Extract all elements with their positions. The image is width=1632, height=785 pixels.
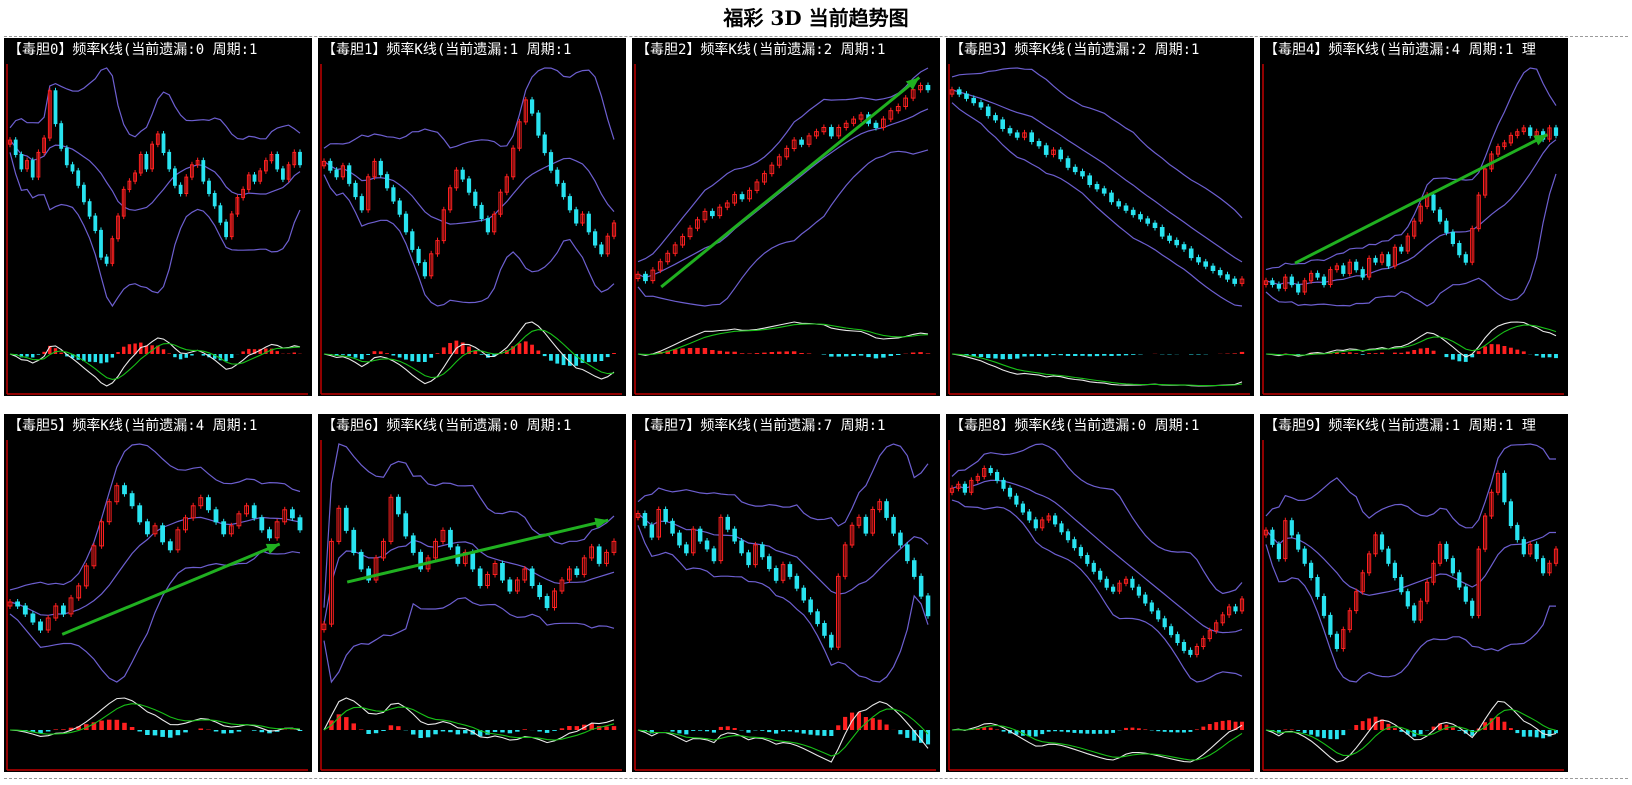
band-upper bbox=[9, 67, 301, 140]
macd-dif-line bbox=[951, 722, 1243, 763]
chart-plot bbox=[6, 440, 308, 771]
chart-plot bbox=[320, 440, 622, 771]
band-middle bbox=[9, 139, 301, 211]
band-upper bbox=[9, 443, 301, 591]
chart-panel-4: 【毒胆4】频率K线(当前遗漏:4 周期:1 理 bbox=[1260, 38, 1568, 396]
chart-panel-7: 【毒胆7】频率K线(当前遗漏:7 周期:1 bbox=[632, 414, 940, 772]
band-middle bbox=[323, 539, 615, 625]
chart-panel-2: 【毒胆2】频率K线(当前遗漏:2 周期:1 bbox=[632, 38, 940, 396]
macd-dif-line bbox=[1265, 700, 1557, 763]
band-upper bbox=[323, 67, 615, 149]
top-divider bbox=[4, 36, 1628, 37]
macd-dea-line bbox=[9, 703, 301, 735]
band-lower bbox=[951, 499, 1243, 683]
band-lower bbox=[951, 102, 1243, 307]
chart-panel-1: 【毒胆1】频率K线(当前遗漏:1 周期:1 bbox=[318, 38, 626, 396]
chart-panel-0: 【毒胆0】频率K线(当前遗漏:0 周期:1 bbox=[4, 38, 312, 396]
band-middle bbox=[323, 157, 615, 225]
band-middle bbox=[637, 513, 929, 595]
chart-title: 【毒胆6】频率K线(当前遗漏:0 周期:1 bbox=[322, 418, 572, 434]
band-lower bbox=[637, 149, 929, 307]
chart-plot bbox=[634, 64, 936, 395]
chart-title: 【毒胆7】频率K线(当前遗漏:7 周期:1 bbox=[636, 418, 886, 434]
band-lower bbox=[323, 174, 615, 307]
band-lower bbox=[1265, 544, 1556, 683]
chart-plot bbox=[6, 64, 308, 395]
trend-arrow-line bbox=[346, 518, 609, 584]
chart-plot bbox=[320, 64, 622, 395]
chart-plot bbox=[948, 64, 1250, 395]
chart-title: 【毒胆4】频率K线(当前遗漏:4 周期:1 理 bbox=[1264, 42, 1536, 58]
chart-panel-9: 【毒胆9】频率K线(当前遗漏:1 周期:1 理 bbox=[1260, 414, 1568, 772]
macd-dea-line bbox=[951, 724, 1243, 761]
page-title: 福彩 3D 当前趋势图 bbox=[723, 6, 909, 30]
band-middle bbox=[1265, 139, 1557, 286]
chart-panel-6: 【毒胆6】频率K线(当前遗漏:0 周期:1 bbox=[318, 414, 626, 772]
chart-title: 【毒胆3】频率K线(当前遗漏:2 周期:1 bbox=[950, 42, 1200, 58]
trend-arrow-head bbox=[1533, 134, 1548, 146]
macd-dea-line bbox=[637, 323, 929, 355]
chart-title: 【毒胆8】频率K线(当前遗漏:0 周期:1 bbox=[950, 418, 1200, 434]
band-upper bbox=[1265, 67, 1557, 271]
chart-title: 【毒胆1】频率K线(当前遗漏:1 周期:1 bbox=[322, 42, 572, 58]
band-upper bbox=[637, 67, 929, 263]
bottom-divider bbox=[4, 778, 1628, 779]
macd-dea-line bbox=[951, 353, 1243, 387]
macd-dea-line bbox=[323, 706, 615, 741]
macd-dea-line bbox=[1265, 324, 1557, 356]
band-middle bbox=[951, 479, 1243, 634]
macd-dif-line bbox=[637, 321, 929, 356]
chart-panel-8: 【毒胆8】频率K线(当前遗漏:0 周期:1 bbox=[946, 414, 1254, 772]
band-upper bbox=[951, 67, 1243, 219]
chart-plot bbox=[1262, 64, 1564, 395]
chart-title: 【毒胆9】频率K线(当前遗漏:1 周期:1 理 bbox=[1264, 418, 1536, 434]
band-upper bbox=[637, 443, 929, 527]
band-middle bbox=[951, 89, 1243, 263]
macd-dea-line bbox=[1265, 708, 1557, 756]
band-middle bbox=[637, 108, 929, 279]
macd-dif-line bbox=[637, 701, 929, 763]
trend-arrow-line bbox=[61, 542, 281, 636]
band-lower bbox=[637, 525, 929, 683]
macd-dif-line bbox=[951, 353, 1243, 387]
band-lower bbox=[323, 597, 615, 684]
trend-arrow-head bbox=[905, 77, 920, 90]
trend-arrow-head bbox=[265, 543, 280, 554]
macd-dea-line bbox=[323, 329, 615, 379]
trend-arrow-head bbox=[594, 517, 609, 529]
macd-dea-line bbox=[637, 708, 929, 757]
chart-plot bbox=[634, 440, 936, 771]
band-upper bbox=[951, 443, 1243, 595]
chart-plot bbox=[1262, 440, 1564, 771]
macd-dif-line bbox=[9, 337, 301, 387]
chart-plot bbox=[948, 440, 1250, 771]
chart-panel-5: 【毒胆5】频率K线(当前遗漏:4 周期:1 bbox=[4, 414, 312, 772]
macd-dea-line bbox=[9, 342, 301, 380]
macd-dif-line bbox=[323, 697, 615, 744]
band-upper bbox=[1265, 443, 1556, 529]
chart-title: 【毒胆5】频率K线(当前遗漏:4 周期:1 bbox=[8, 418, 258, 434]
chart-title: 【毒胆2】频率K线(当前遗漏:2 周期:1 bbox=[636, 42, 886, 58]
band-upper bbox=[323, 443, 615, 608]
macd-dif-line bbox=[1265, 321, 1557, 358]
chart-panel-3: 【毒胆3】频率K线(当前遗漏:2 周期:1 bbox=[946, 38, 1254, 396]
band-lower bbox=[1265, 173, 1557, 307]
trend-arrow-line bbox=[1294, 133, 1548, 265]
trend-arrow-line bbox=[660, 76, 921, 289]
band-lower bbox=[9, 152, 301, 308]
macd-dif-line bbox=[323, 321, 615, 385]
band-middle bbox=[1265, 529, 1556, 596]
chart-grid: 【毒胆0】频率K线(当前遗漏:0 周期:1 【毒胆1】频率K线(当前遗漏:1 周期… bbox=[4, 38, 1628, 772]
band-lower bbox=[9, 550, 301, 683]
chart-title: 【毒胆0】频率K线(当前遗漏:0 周期:1 bbox=[8, 42, 258, 58]
